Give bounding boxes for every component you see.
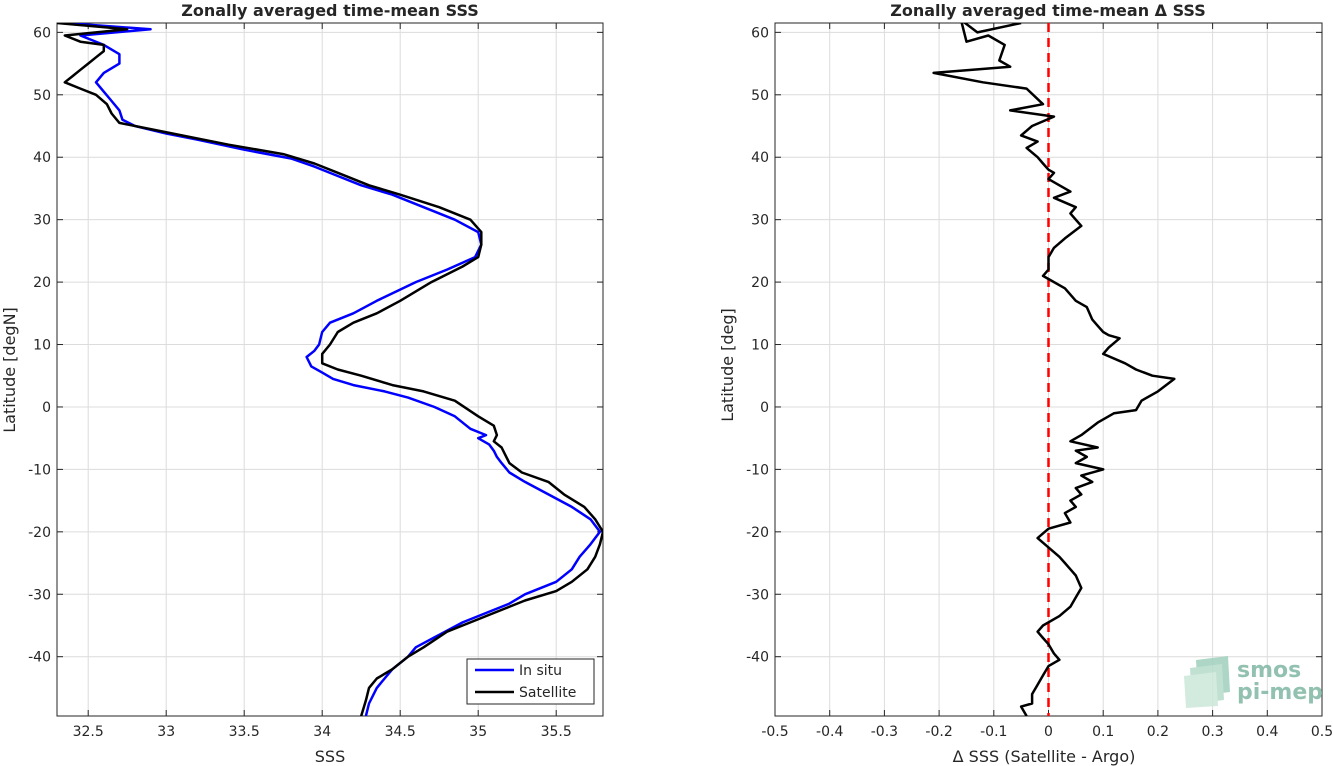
sss-x-tick-label: 34 bbox=[313, 724, 331, 740]
delta-y-tick-label: 40 bbox=[751, 150, 769, 166]
delta-x-tick-label: 0.4 bbox=[1256, 724, 1278, 740]
sss-y-tick-label: -10 bbox=[28, 462, 51, 478]
sss-y-tick-label: -30 bbox=[28, 587, 51, 603]
delta-x-tick-label: -0.3 bbox=[871, 724, 898, 740]
logo-text-pi-mep: pi-mep bbox=[1237, 680, 1323, 705]
sss-y-tick-label: -20 bbox=[28, 525, 51, 541]
delta-y-tick-label: -10 bbox=[746, 462, 769, 478]
delta-y-tick-label: 50 bbox=[751, 88, 769, 104]
delta-x-tick-label: -0.5 bbox=[761, 724, 788, 740]
delta-x-tick-label: -0.1 bbox=[980, 724, 1007, 740]
logo-layers-icon bbox=[1184, 656, 1230, 708]
delta-sss-chart: -0.5 -0.4 -0.3 -0.2 -0.1 0 0.1 0.2 0.3 0.4 0.5 -40… bbox=[718, 1, 1333, 766]
delta-y-tick-label: 0 bbox=[760, 400, 769, 416]
delta-x-tick-label: 0.2 bbox=[1147, 724, 1169, 740]
sss-x-tick-label: 32.5 bbox=[73, 724, 104, 740]
legend-label-satellite: Satellite bbox=[519, 685, 576, 701]
sss-x-tick-label: 33.5 bbox=[229, 724, 260, 740]
sss-x-tick-labels: 32.5 33 33.5 34 34.5 35 35.5 bbox=[73, 724, 572, 740]
delta-chart-title: Zonally averaged time-mean Δ SSS bbox=[890, 1, 1206, 20]
sss-series-lines bbox=[57, 23, 603, 716]
sss-plot-frame bbox=[56, 22, 604, 717]
sss-y-tick-label: 20 bbox=[33, 275, 51, 291]
delta-y-tick-labels: -40 -30 -20 -10 0 10 20 30 40 50 60 bbox=[746, 25, 769, 665]
sss-y-tick-label: -40 bbox=[28, 650, 51, 666]
sss-line-satellite bbox=[57, 23, 603, 716]
sss-y-tick-labels: -40 -30 -20 -10 0 10 20 30 40 50 60 bbox=[28, 25, 51, 665]
sss-x-axis-label: SSS bbox=[315, 747, 345, 766]
delta-y-tick-label: 20 bbox=[751, 275, 769, 291]
sss-y-tick-label: 10 bbox=[33, 338, 51, 354]
delta-y-tick-label: 10 bbox=[751, 338, 769, 354]
legend-box bbox=[466, 658, 595, 705]
sss-y-tick-label: 0 bbox=[42, 400, 51, 416]
delta-y-tick-label: -20 bbox=[746, 525, 769, 541]
sss-x-tick-label: 35 bbox=[469, 724, 487, 740]
delta-x-tick-labels: -0.5 -0.4 -0.3 -0.2 -0.1 0 0.1 0.2 0.3 0.4 0.5 bbox=[761, 724, 1333, 740]
legend-label-in-situ: In situ bbox=[519, 663, 562, 679]
delta-y-tick-label: 30 bbox=[751, 213, 769, 229]
sss-x-tick-label: 33 bbox=[157, 724, 175, 740]
delta-x-tick-label: -0.2 bbox=[925, 724, 952, 740]
sss-y-axis-label: Latitude [degN] bbox=[0, 307, 19, 433]
sss-y-tick-label: 30 bbox=[33, 213, 51, 229]
delta-x-tick-label: 0.1 bbox=[1092, 724, 1114, 740]
delta-x-tick-label: 0.5 bbox=[1311, 724, 1333, 740]
sss-chart: 32.5 33 33.5 34 34.5 35 35.5 -40 -30 -20 -10 0 10 20… bbox=[0, 1, 604, 766]
sss-y-tick-label: 60 bbox=[33, 25, 51, 41]
delta-y-tick-label: -30 bbox=[746, 587, 769, 603]
sss-y-tick-label: 50 bbox=[33, 88, 51, 104]
delta-x-tick-label: -0.4 bbox=[816, 724, 843, 740]
logo-text-smos: smos bbox=[1237, 658, 1301, 683]
delta-x-axis-label: Δ SSS (Satellite - Argo) bbox=[953, 747, 1136, 766]
delta-y-tick-label: -40 bbox=[746, 650, 769, 666]
legend: In situ Satellite bbox=[466, 658, 595, 705]
sss-x-tick-label: 35.5 bbox=[541, 724, 572, 740]
sss-chart-title: Zonally averaged time-mean SSS bbox=[181, 1, 479, 20]
delta-tick-marks bbox=[774, 23, 1323, 716]
sss-x-tick-label: 34.5 bbox=[385, 724, 416, 740]
delta-y-tick-label: 60 bbox=[751, 25, 769, 41]
smos-pi-mep-logo: smos pi-mep bbox=[1184, 656, 1323, 708]
sss-y-tick-label: 40 bbox=[33, 150, 51, 166]
delta-series-lines bbox=[932, 23, 1176, 716]
delta-y-axis-label: Latitude [deg] bbox=[718, 308, 737, 422]
delta-x-tick-label: 0.3 bbox=[1201, 724, 1223, 740]
delta-x-tick-label: 0 bbox=[1044, 724, 1053, 740]
delta-line-series-0 bbox=[932, 23, 1176, 716]
